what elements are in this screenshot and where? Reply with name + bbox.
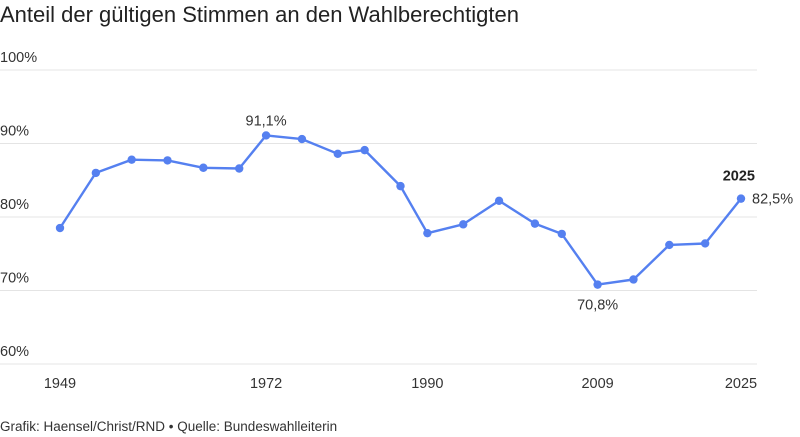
data-point (235, 164, 244, 173)
annotation-value-label: 82,5% (752, 192, 793, 208)
data-point (261, 131, 271, 140)
data-point (163, 156, 172, 165)
y-tick-label: 60% (0, 344, 29, 360)
series-line (58, 134, 742, 286)
annotation-min-label: 70,8% (577, 298, 618, 314)
data-point (494, 196, 504, 206)
data-point (297, 134, 307, 144)
annotations: 91,1% 70,8% 2025 82,5% (246, 113, 794, 313)
data-point (127, 155, 136, 164)
data-point (423, 228, 432, 238)
data-point (700, 239, 710, 248)
data-point (55, 223, 65, 233)
x-tick-label: 1972 (250, 376, 282, 392)
data-point (736, 194, 746, 203)
annotation-max-label: 91,1% (246, 113, 287, 129)
data-point (199, 163, 208, 172)
y-tick-label: 70% (0, 271, 29, 287)
y-axis-ticks: 60% 70% 80% 90% 100% (0, 50, 37, 360)
x-tick-label: 1990 (411, 376, 443, 392)
data-point (665, 240, 674, 250)
y-tick-label: 100% (0, 50, 37, 66)
x-tick-label: 2009 (581, 376, 613, 392)
annotation-year-label: 2025 (723, 169, 755, 185)
x-axis-ticks: 1949 1972 1990 2009 2025 (44, 376, 757, 392)
y-tick-label: 90% (0, 124, 29, 140)
data-point (360, 145, 369, 155)
data-point (333, 149, 342, 158)
data-point (459, 220, 468, 229)
grid-layer (0, 69, 757, 365)
source-note: Grafik: Haensel/Christ/RND • Quelle: Bun… (0, 419, 338, 434)
data-point (629, 275, 638, 284)
y-tick-label: 80% (0, 197, 29, 213)
x-tick-label: 2025 (725, 376, 757, 392)
data-point (396, 181, 405, 191)
data-point (593, 280, 602, 289)
data-points (55, 131, 746, 289)
data-point (557, 229, 566, 239)
data-point (530, 219, 540, 228)
chart-title: Anteil der gültigen Stimmen an den Wahlb… (0, 2, 519, 27)
x-tick-label: 1949 (44, 376, 76, 392)
data-point (91, 168, 101, 178)
